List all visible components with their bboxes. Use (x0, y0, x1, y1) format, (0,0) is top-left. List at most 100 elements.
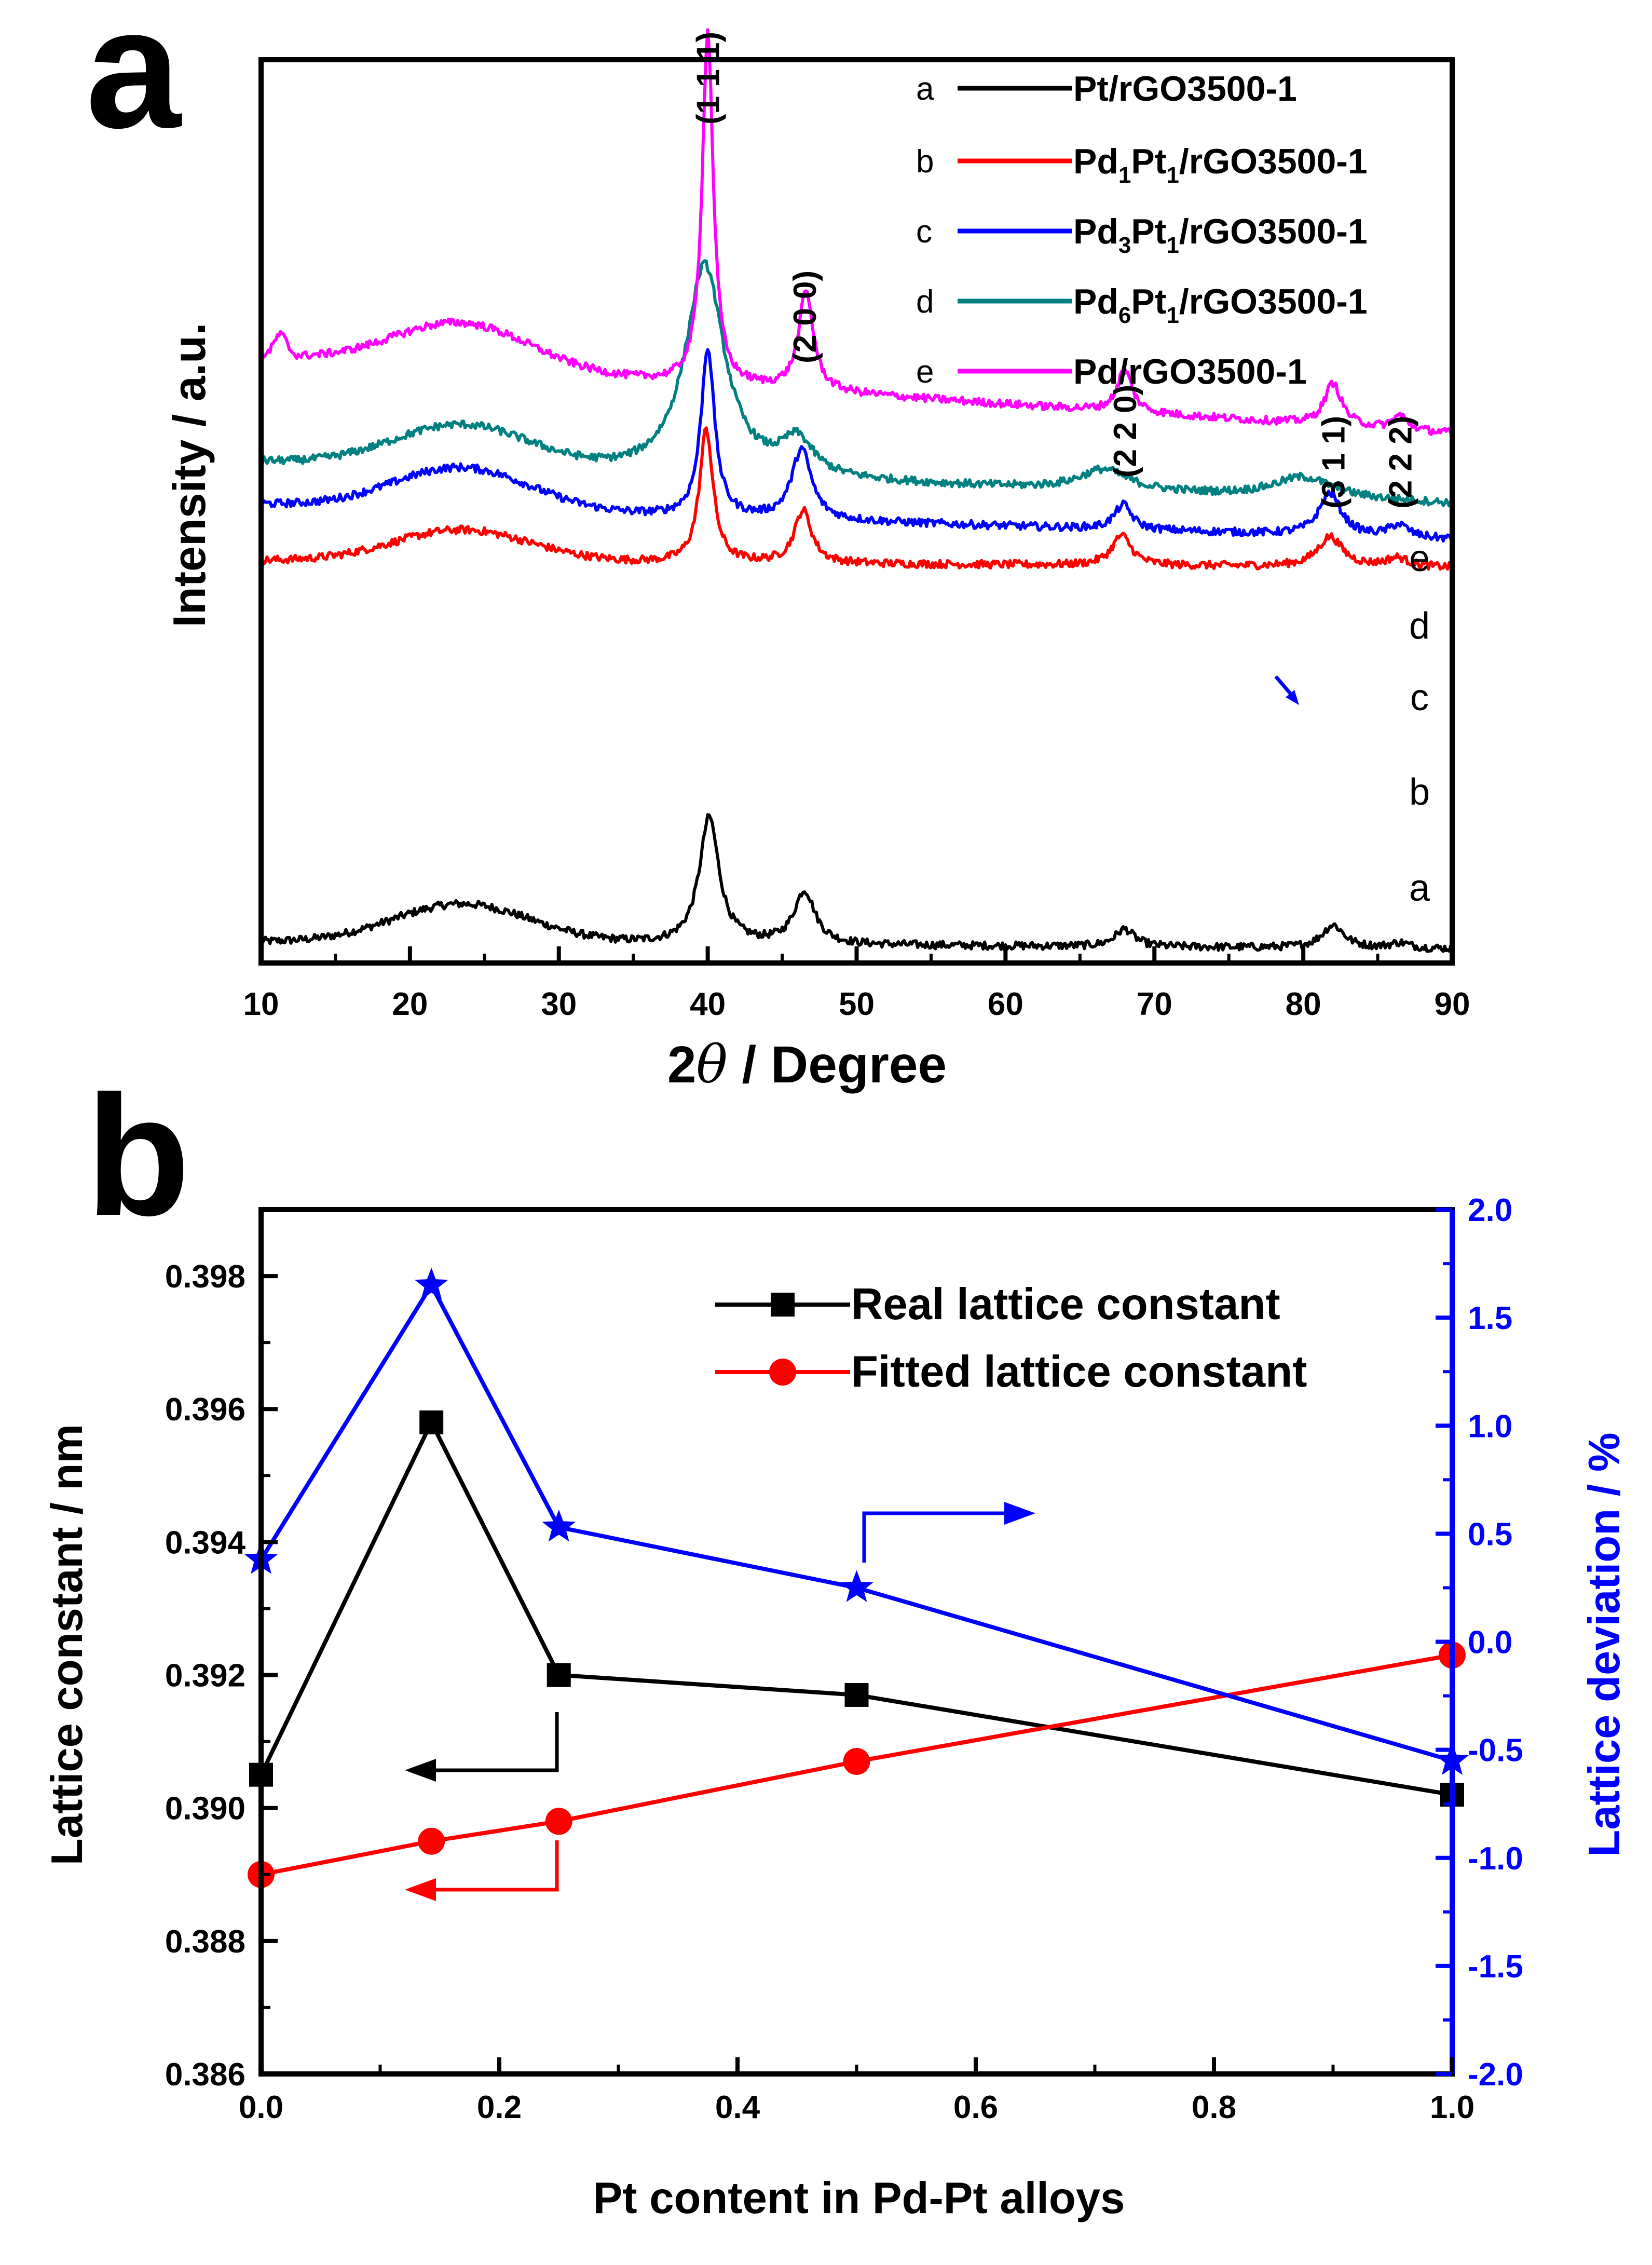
legend-label-part: /rGO3500-1 (1179, 282, 1368, 321)
panel-b-letter: b (86, 1060, 190, 1251)
y2-tick-label: -1.5 (1468, 1949, 1523, 1985)
legend-item: e Pd/rGO3500-1 (916, 352, 1307, 391)
arrow-icon (862, 1502, 1035, 1563)
legend-label-part: Pd (1073, 282, 1118, 321)
x-tick-label: 20 (392, 986, 428, 1022)
curve-label: e (1409, 538, 1430, 579)
legend-marker (771, 1293, 795, 1317)
peak-label: (3 1 1) (1316, 416, 1352, 509)
panel-a-curves (260, 28, 1454, 953)
y-tick-label: 0.394 (165, 1525, 246, 1561)
arrow-icon (405, 1840, 559, 1901)
panel-a-x-axis-title: 2θ / Degree (667, 1034, 947, 1095)
peak-label: (2 0 0) (787, 270, 823, 363)
y2-tick-label: 1.5 (1468, 1300, 1512, 1336)
panel-b-y2-axis-title: Lattice deviation / % (1580, 1432, 1629, 1856)
panel-b-plot-frame (258, 1207, 1455, 2077)
legend-label: Pd6Pt1/rGO3500-1 (1073, 282, 1368, 328)
legend-label-part: 3 (1118, 233, 1131, 258)
curve-label: b (1409, 771, 1430, 813)
data-point-star (414, 1267, 448, 1300)
legend-label-part: Pd (1073, 212, 1118, 251)
legend-label-part: Pt (1131, 142, 1166, 181)
series-line (259, 1417, 1453, 1797)
legend-label-part: 1 (1166, 162, 1179, 188)
x-tick-label: 40 (690, 986, 726, 1022)
series-line-b (260, 426, 1454, 571)
series-line-c (260, 348, 1453, 543)
panel-a-x-ticks: 10 20 30 40 50 60 70 80 90 (243, 946, 1470, 1022)
data-point-circle (843, 1748, 870, 1775)
data-point-star (840, 1570, 873, 1602)
y-tick-label: 0.390 (165, 1791, 245, 1827)
x-tick-label: 60 (988, 986, 1023, 1022)
legend-label-part: 1 (1166, 233, 1179, 258)
y-tick-label: 0.388 (165, 1924, 245, 1960)
series-line-e (260, 28, 1454, 436)
curve-label: a (1409, 867, 1430, 909)
x-tick-label: 0.6 (953, 2090, 998, 2125)
legend-label-part: /rGO3500-1 (1179, 142, 1368, 181)
arrow-icon (405, 1712, 559, 1782)
x-tick-label: 1.0 (1430, 2090, 1474, 2125)
y-tick-label: 0.396 (165, 1392, 245, 1428)
y2-tick-label: 0.0 (1468, 1625, 1512, 1661)
legend-label-part: 1 (1166, 303, 1179, 328)
peak-label: (2 2 0) (1108, 385, 1143, 478)
panel-b-legend: Real lattice constant Fitted lattice cons… (715, 1280, 1307, 1396)
legend-label: Pd1Pt1/rGO3500-1 (1073, 142, 1368, 188)
legend-label-part: 1 (1118, 162, 1131, 188)
panel-a-plot-frame (258, 57, 1455, 966)
data-point-circle (418, 1827, 445, 1855)
legend-item: a Pt/rGO3500-1 (916, 69, 1297, 108)
x-tick-label: 0.8 (1192, 2090, 1236, 2125)
data-point-circle (545, 1808, 572, 1835)
x-tick-label: 80 (1286, 986, 1321, 1022)
legend-label: Fitted lattice constant (851, 1347, 1307, 1396)
legend-label: Pd3Pt1/rGO3500-1 (1073, 212, 1368, 258)
x-tick-label: 0.0 (239, 2090, 283, 2125)
legend-key: a (916, 71, 934, 107)
legend-key: c (916, 214, 932, 250)
data-point-square (419, 1410, 444, 1434)
x-tick-label: 50 (839, 986, 875, 1022)
legend-item: c Pd3Pt1/rGO3500-1 (916, 212, 1368, 258)
legend-item: d Pd6Pt1/rGO3500-1 (916, 282, 1368, 328)
y2-tick-label: 0.5 (1468, 1516, 1512, 1552)
legend-marker (769, 1359, 796, 1386)
panel-a-legend: a Pt/rGO3500-1b Pd1Pt1/rGO3500-1c Pd3Pt1/rG… (916, 69, 1368, 391)
panel-a-y-axis-title: Intensity / a.u. (163, 323, 215, 628)
legend-label: Pt/rGO3500-1 (1073, 69, 1297, 108)
panel-b-x-axis-title: Pt content in Pd-Pt alloys (593, 2174, 1125, 2223)
x-tick-label: 0.2 (477, 2090, 522, 2125)
y2-tick-label: 2.0 (1468, 1192, 1512, 1228)
legend-item: Fitted lattice constant (715, 1347, 1307, 1396)
data-point-square (844, 1683, 869, 1707)
arrow-icon (1274, 675, 1299, 705)
x-tick-label: 70 (1137, 986, 1172, 1022)
peak-label: (1 1 1) (691, 32, 727, 125)
legend-item: Real lattice constant (715, 1280, 1280, 1329)
panel-b-y-axis-title: Lattice constant / nm (43, 1424, 92, 1865)
panel-a-peak-labels: (1 1 1) (2 0 0) (2 2 0) (3 1 1) (2 2 2) (691, 32, 1419, 509)
panel-b-axis-ticks: 0.0 0.2 0.4 0.6 0.8 1.0 0.386 0.388 0.390 0.392 0.… (165, 1192, 1523, 2125)
legend-label-part: 6 (1118, 303, 1131, 328)
peak-label: (2 2 2) (1383, 416, 1419, 509)
panel-a-letter: a (86, 0, 182, 164)
legend-label-part: Pd (1073, 142, 1118, 181)
legend-key: b (916, 144, 934, 180)
y2-tick-label: -0.5 (1468, 1733, 1523, 1769)
legend-key: d (916, 284, 934, 320)
y-tick-label: 0.392 (165, 1658, 245, 1694)
legend-label: Pd/rGO3500-1 (1073, 352, 1307, 391)
legend-key: e (916, 354, 934, 390)
series-line-a (260, 813, 1453, 953)
legend-label-part: Pt (1131, 282, 1166, 321)
legend-label-part: /rGO3500-1 (1179, 212, 1368, 251)
legend-label: Real lattice constant (851, 1280, 1280, 1329)
x-tick-label: 30 (541, 986, 577, 1022)
data-point-star (542, 1509, 576, 1542)
panel-a-curve-labels: a b cde (1409, 538, 1430, 909)
curve-label: d (1409, 605, 1430, 647)
